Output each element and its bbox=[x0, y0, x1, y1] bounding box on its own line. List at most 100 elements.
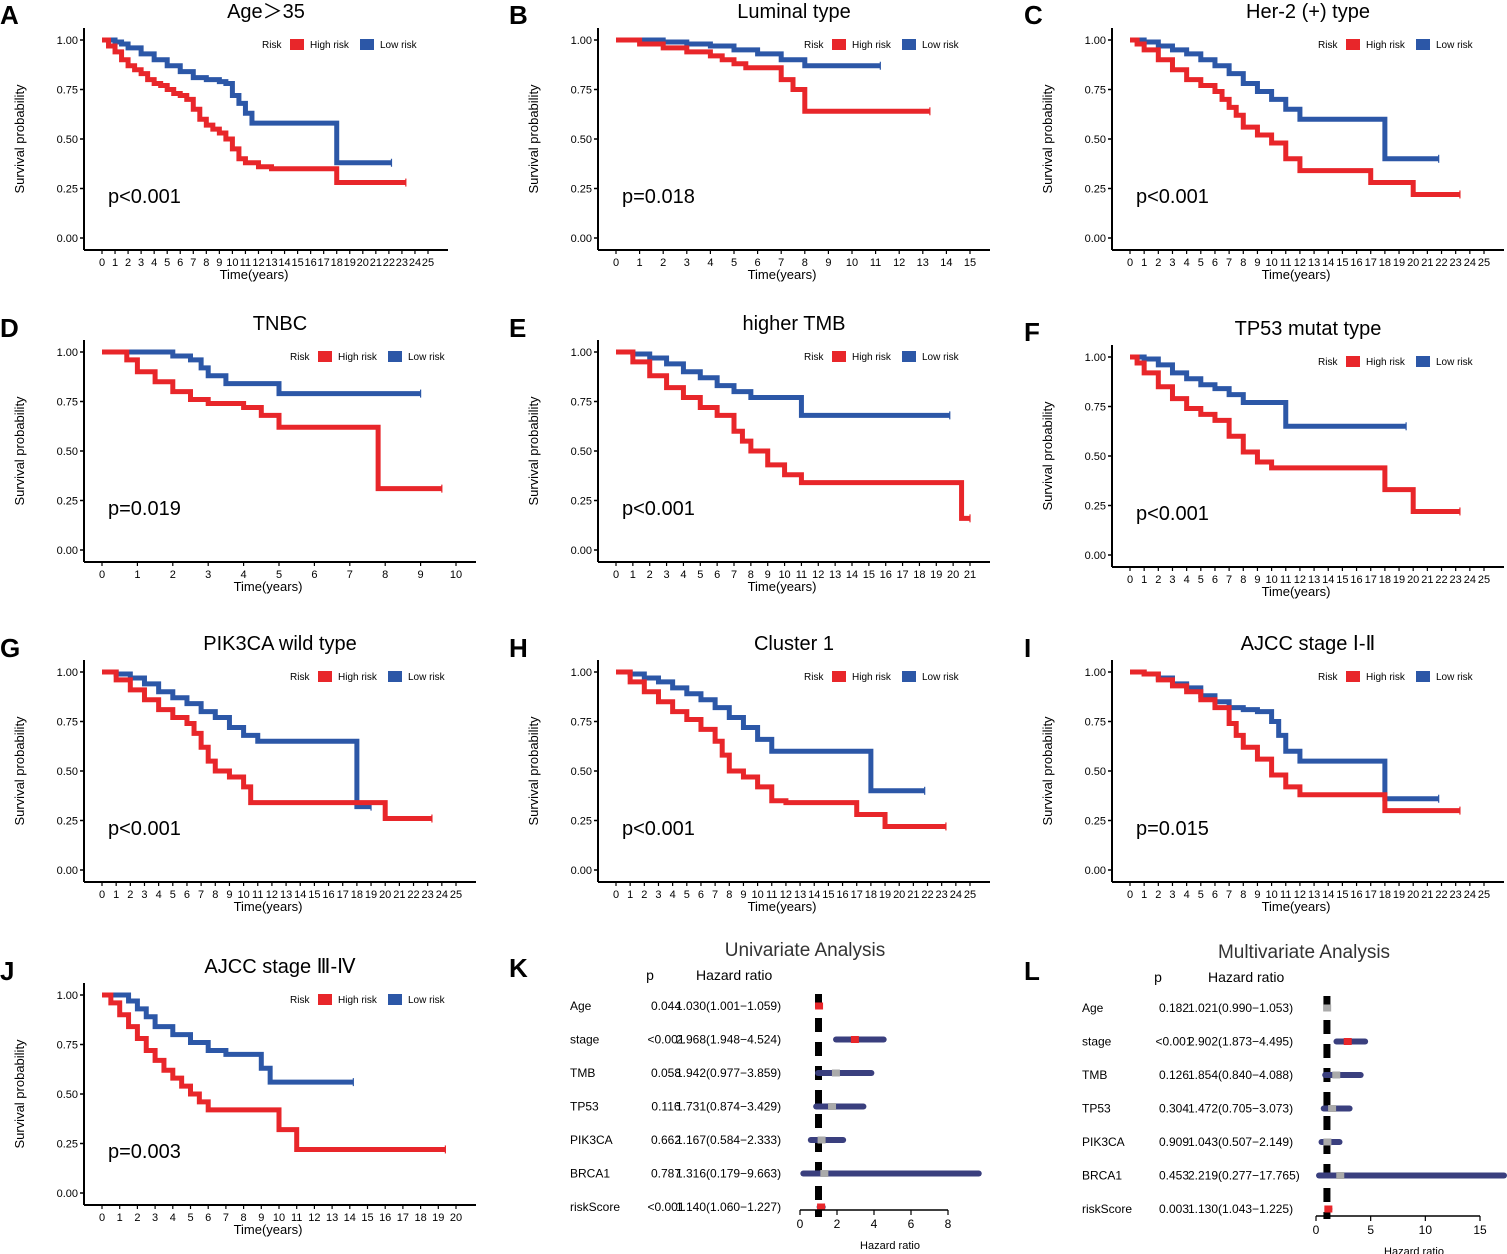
x-tick-label: 20 bbox=[450, 1212, 462, 1224]
x-tick-label: 10 bbox=[237, 889, 249, 901]
x-tick-label: 1 bbox=[117, 1212, 123, 1224]
legend-label-high: High risk bbox=[852, 40, 892, 51]
x-tick-label: 15 bbox=[308, 889, 320, 901]
x-tick-label: 13 bbox=[1308, 574, 1320, 586]
x-tick-label: 24 bbox=[950, 889, 962, 901]
x-tick-label: 1 bbox=[627, 889, 633, 901]
x-tick-label: 19 bbox=[432, 1212, 444, 1224]
x-tick-label: 18 bbox=[865, 889, 877, 901]
y-tick-label: 0.25 bbox=[1085, 184, 1106, 196]
hr-point bbox=[831, 1069, 840, 1077]
x-tick-label: 10 bbox=[226, 257, 238, 269]
x-tick-label: 24 bbox=[1464, 257, 1476, 269]
x-tick-label: 0 bbox=[1127, 574, 1133, 586]
y-tick-label: 0.25 bbox=[57, 184, 78, 196]
y-axis-label: Survival probability bbox=[12, 1039, 27, 1149]
row-hazard-ratio-text: 1.854(0.840−4.088) bbox=[1188, 1068, 1293, 1082]
row-label: BRCA1 bbox=[570, 1167, 610, 1181]
x-tick-label: 23 bbox=[936, 889, 948, 901]
x-tick-label: 0 bbox=[1127, 889, 1133, 901]
km-panel-C: C Her-2 (+) type 0.00 0.25 0.50 0.75 1.00 Survi… bbox=[1024, 0, 1504, 282]
legend-label-high: High risk bbox=[1366, 357, 1406, 368]
x-tick-label: 3 bbox=[141, 889, 147, 901]
x-tick-label: 16 bbox=[305, 257, 317, 269]
km-curve-low-risk bbox=[102, 992, 354, 1085]
x-tick-label: 25 bbox=[1478, 574, 1490, 586]
y-tick-label: 1.00 bbox=[57, 35, 78, 47]
x-tick-label: 20 bbox=[1407, 257, 1419, 269]
x-tick-label: 19 bbox=[1393, 574, 1405, 586]
x-tick-label: 21 bbox=[393, 889, 405, 901]
row-label: PIK3CA bbox=[570, 1133, 613, 1147]
km-curve-high-risk bbox=[616, 349, 970, 521]
row-hazard-ratio-text: 1.942(0.977−3.859) bbox=[676, 1066, 781, 1080]
x-tick-label: 16 bbox=[322, 889, 334, 901]
x-tick-label: 8 bbox=[241, 1212, 247, 1224]
x-tick-label: 4 bbox=[707, 257, 713, 269]
x-tick-label: 19 bbox=[930, 569, 942, 581]
x-tick-label: 20 bbox=[379, 889, 391, 901]
x-tick-label: 11 bbox=[1280, 574, 1291, 586]
x-tick-label: 23 bbox=[422, 889, 434, 901]
x-tick-label: 21 bbox=[907, 889, 919, 901]
hr-point bbox=[817, 1136, 826, 1144]
x-axis-label: Time(years) bbox=[1262, 267, 1331, 282]
x-tick-label: 17 bbox=[337, 889, 349, 901]
y-tick-label: 0.75 bbox=[57, 397, 78, 409]
x-tick-label: 20 bbox=[947, 569, 959, 581]
y-axis-label: Survival probability bbox=[12, 84, 27, 194]
km-curve-high-risk bbox=[616, 37, 930, 114]
p-value-text: p=0.019 bbox=[108, 498, 181, 520]
km-curve-low-risk bbox=[616, 669, 925, 794]
x-tick-label: 15 bbox=[863, 569, 875, 581]
x-tick-label: 17 bbox=[318, 257, 330, 269]
km-curve-high-risk bbox=[102, 37, 406, 186]
y-tick-label: 0.25 bbox=[571, 184, 592, 196]
x-tick-label: 22 bbox=[1435, 257, 1447, 269]
legend-swatch-low bbox=[902, 39, 916, 50]
y-tick-label: 0.25 bbox=[571, 816, 592, 828]
y-axis-label: Survival probability bbox=[12, 396, 27, 506]
x-tick-label: 22 bbox=[383, 257, 395, 269]
x-tick-label: 16 bbox=[880, 569, 892, 581]
x-tick-label: 15 bbox=[822, 889, 834, 901]
legend-title: Risk bbox=[804, 672, 824, 683]
x-tick-label: 1 bbox=[1141, 257, 1147, 269]
y-tick-label: 0.75 bbox=[571, 397, 592, 409]
x-tick-label: 21 bbox=[1421, 257, 1433, 269]
chart-title: higher TMB bbox=[742, 313, 845, 335]
legend-swatch-low bbox=[902, 671, 916, 682]
x-tick-label: 10 bbox=[751, 889, 763, 901]
x-tick-label: 2 bbox=[134, 1212, 140, 1224]
km-panel-J: J AJCC stage Ⅲ-Ⅳ 0.00 0.25 0.50 0.75 1.00 Survi… bbox=[0, 956, 476, 1237]
chart-title: PIK3CA wild type bbox=[203, 633, 356, 655]
x-tick-label: 13 bbox=[326, 1212, 338, 1224]
x-tick-label: 4 bbox=[151, 257, 157, 269]
legend-title: Risk bbox=[290, 672, 310, 683]
x-tick-label: 9 bbox=[226, 889, 232, 901]
x-tick-label: 1 bbox=[134, 569, 140, 581]
x-tick-label: 9 bbox=[418, 569, 424, 581]
x-tick-label: 13 bbox=[280, 889, 292, 901]
km-curve-high-risk bbox=[102, 992, 446, 1152]
row-hazard-ratio-text: 1.130(1.043−1.225) bbox=[1188, 1202, 1293, 1216]
row-p-value: 0.304 bbox=[1159, 1102, 1189, 1116]
x-tick-label: 12 bbox=[1294, 889, 1306, 901]
y-tick-label: 0.50 bbox=[57, 446, 78, 458]
x-tick-label: 2 bbox=[1155, 574, 1161, 586]
x-tick-label: 15 bbox=[1336, 574, 1348, 586]
x-tick-label: 4 bbox=[1184, 257, 1190, 269]
x-axis-label: Time(years) bbox=[748, 899, 817, 914]
x-tick-label: 12 bbox=[266, 889, 278, 901]
x-tick-label: 25 bbox=[964, 889, 976, 901]
x-tick-label: 15 bbox=[1473, 1223, 1487, 1237]
legend-swatch-high bbox=[318, 994, 332, 1005]
x-tick-label: 13 bbox=[265, 257, 277, 269]
hr-point bbox=[815, 1002, 824, 1010]
row-label: riskScore bbox=[570, 1200, 620, 1214]
legend-swatch-low bbox=[1416, 356, 1430, 367]
x-tick-label: 17 bbox=[896, 569, 908, 581]
x-tick-label: 16 bbox=[1350, 257, 1362, 269]
